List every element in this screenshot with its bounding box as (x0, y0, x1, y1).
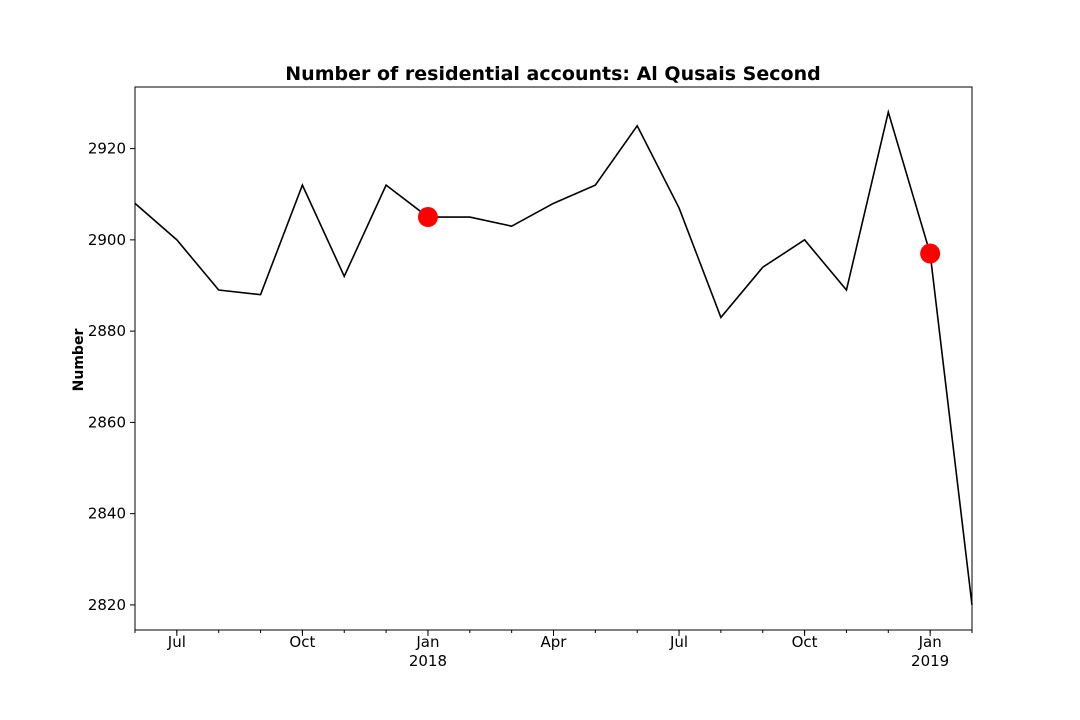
x-tick-label: Jul (669, 633, 688, 651)
highlight-marker-1 (920, 243, 941, 264)
y-axis-label: Number (71, 329, 87, 392)
x-tick-year-label: 2018 (409, 652, 447, 670)
x-tick-label: Jan (918, 633, 942, 651)
x-tick-label: Jul (167, 633, 186, 651)
y-tick-label: 2860 (88, 413, 126, 431)
y-tick-label: 2900 (88, 231, 126, 249)
y-tick-label: 2920 (88, 140, 126, 158)
x-tick-year-label: 2019 (911, 652, 949, 670)
chart-title: Number of residential accounts: Al Qusai… (285, 63, 820, 85)
y-axis-ticks: 2820 2840 2860 2880 2900 2920 (88, 140, 135, 614)
x-tick-label: Oct (792, 633, 818, 651)
y-tick-label: 2880 (88, 322, 126, 340)
x-tick-label: Oct (289, 633, 315, 651)
y-tick-label: 2840 (88, 505, 126, 523)
plot-frame (134, 86, 973, 631)
highlight-marker-0 (417, 207, 438, 228)
x-tick-label: Jan (415, 633, 439, 651)
x-tick-label: Apr (541, 633, 568, 651)
series-line-0 (134, 108, 973, 605)
y-tick-label: 2820 (88, 596, 126, 614)
plot-area (134, 108, 973, 605)
